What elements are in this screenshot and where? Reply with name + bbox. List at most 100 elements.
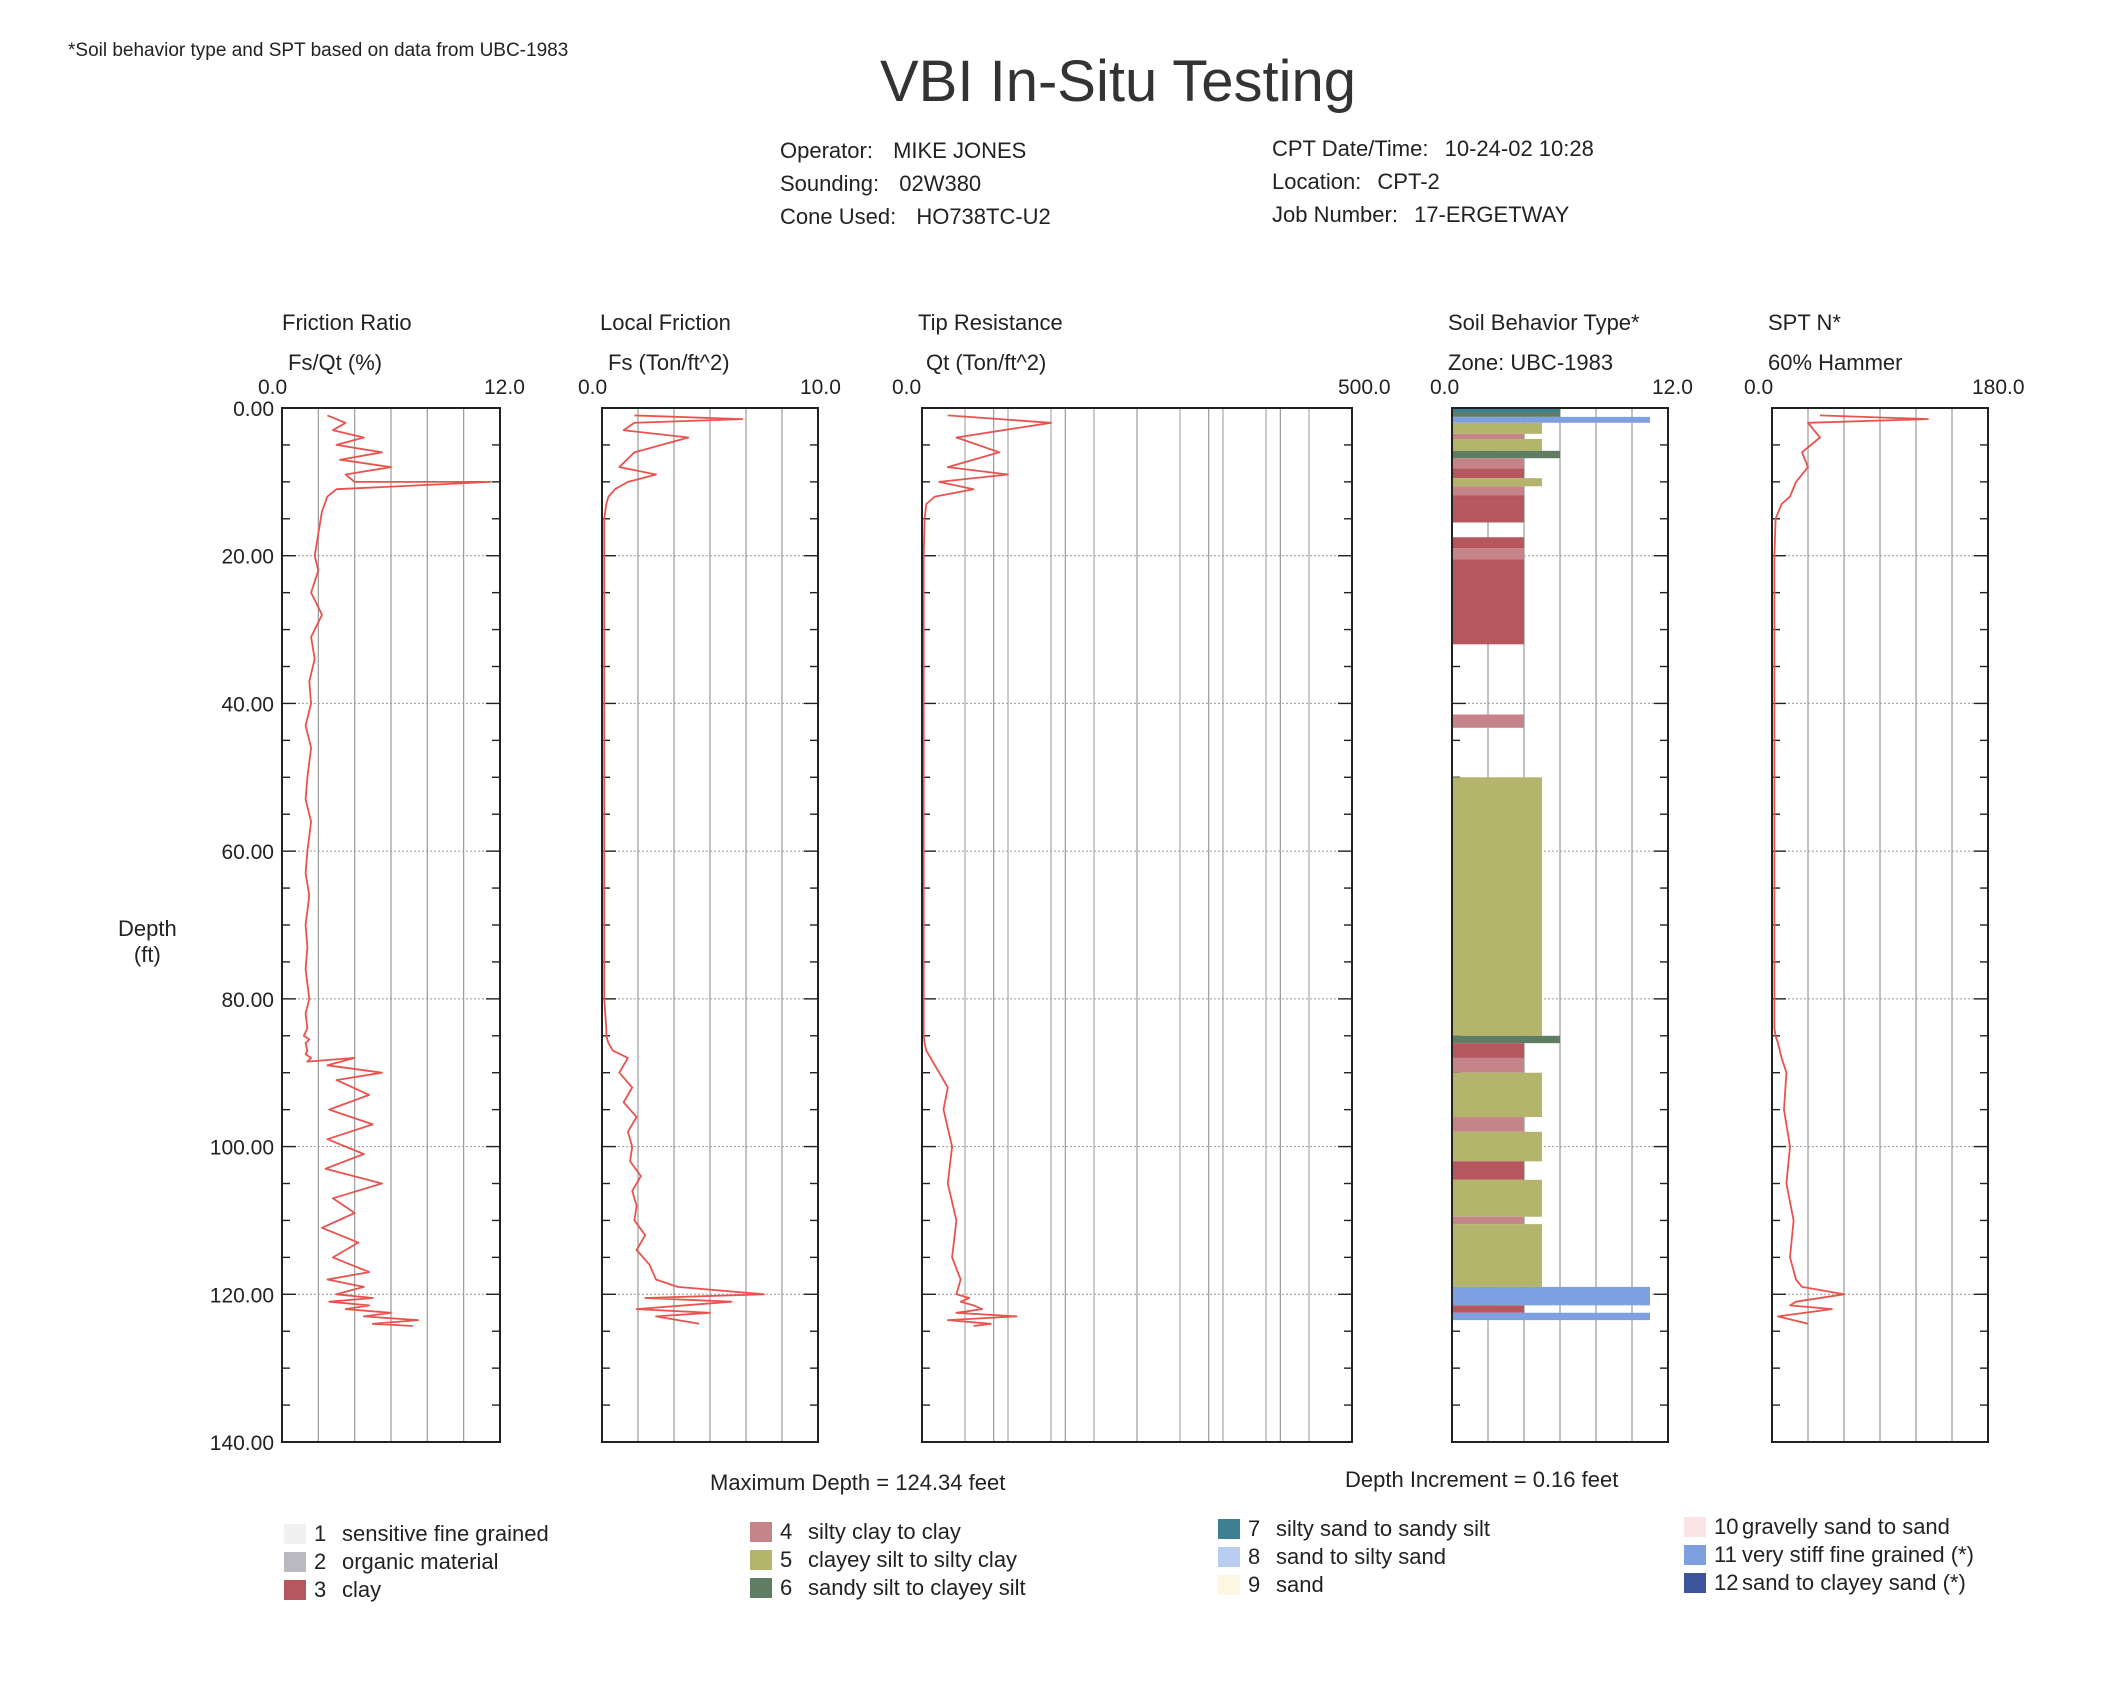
- soil-zone-bar: [1452, 408, 1560, 413]
- legend-item: 12 sand to clayey sand (*): [1684, 1570, 1966, 1596]
- soil-zone-bar: [1452, 1035, 1560, 1044]
- soil-zone-bar: [1452, 1224, 1542, 1287]
- soil-zone-bar: [1452, 478, 1542, 487]
- soil-zone-bar: [1452, 501, 1524, 523]
- datetime-label: CPT Date/Time:: [1272, 136, 1429, 161]
- legend-swatch: [284, 1552, 306, 1572]
- panel-subtitle-5: 60% Hammer: [1768, 350, 1902, 375]
- depth-tick-label: 40.00: [221, 693, 274, 716]
- soil-zone-bar: [1452, 537, 1524, 549]
- legend-label: sand to clayey sand (*): [1742, 1570, 1966, 1595]
- soil-zone-bar: [1452, 1043, 1524, 1058]
- legend-number: 2: [314, 1549, 327, 1574]
- panel-frame-4: [1451, 407, 1669, 1443]
- legend-item: 10 gravelly sand to sand: [1684, 1514, 1950, 1540]
- panel-subtitle-3: Qt (Ton/ft^2): [926, 350, 1046, 375]
- series-line-1: [302, 414, 492, 1327]
- x-tick-min-2: 0.0: [578, 376, 607, 399]
- depth-tick-label: 120.00: [210, 1284, 274, 1307]
- panel-frame-2: [601, 407, 819, 1443]
- location-value: CPT-2: [1377, 169, 1440, 194]
- operator-label: Operator:: [780, 138, 873, 163]
- x-tick-max-5: 180.0: [1972, 376, 2025, 399]
- depth-tick-label: 100.00: [210, 1137, 274, 1160]
- panel-title-4: Soil Behavior Type*: [1448, 310, 1640, 335]
- cone-label: Cone Used:: [780, 204, 897, 229]
- soil-zone-bar: [1452, 1057, 1524, 1073]
- depth-axis-label-line1: Depth: [118, 916, 177, 941]
- cone-row: Cone Used: HO738TC-U2: [780, 204, 1051, 230]
- legend-item: 7 silty sand to sandy silt: [1218, 1516, 1490, 1542]
- soil-zone-bar: [1452, 1216, 1524, 1225]
- legend-label: organic material: [342, 1549, 499, 1574]
- soil-zone-bar: [1452, 1312, 1650, 1321]
- operator-row: Operator: MIKE JONES: [780, 138, 1026, 164]
- soil-zone-bar: [1452, 422, 1542, 434]
- legend-label: silty sand to sandy silt: [1276, 1516, 1490, 1541]
- series-line-3: [922, 414, 1052, 1327]
- legend-item: 6 sandy silt to clayey silt: [750, 1575, 1026, 1601]
- legend-swatch: [1684, 1517, 1706, 1537]
- legend-number: 4: [780, 1519, 793, 1544]
- panel-frame-5: [1771, 407, 1989, 1443]
- panel-title-5: SPT N*: [1768, 310, 1841, 335]
- legend-number: 5: [780, 1547, 793, 1572]
- soil-zone-bar: [1452, 714, 1524, 728]
- x-tick-min-1: 0.0: [258, 376, 287, 399]
- legend-label: clayey silt to silty clay: [808, 1547, 1018, 1572]
- panel-title-2: Local Friction: [600, 310, 731, 335]
- datetime-value: 10-24-02 10:28: [1444, 136, 1594, 161]
- x-tick-min-5: 0.0: [1744, 376, 1773, 399]
- soil-zone-bar: [1452, 495, 1524, 502]
- legend-label: sandy silt to clayey silt: [808, 1575, 1026, 1600]
- job-row: Job Number: 17-ERGETWAY: [1272, 202, 1569, 228]
- datetime-row: CPT Date/Time: 10-24-02 10:28: [1272, 136, 1594, 162]
- legend-item: 9 sand: [1218, 1572, 1324, 1598]
- legend-number: 8: [1248, 1544, 1261, 1569]
- legend-number: 9: [1248, 1572, 1261, 1597]
- panel-title-1: Friction Ratio: [282, 310, 412, 335]
- series-line-5: [1773, 414, 1929, 1325]
- depth-tick-label: 0.00: [233, 398, 274, 421]
- legend-swatch: [750, 1522, 772, 1542]
- panel-subtitle-1: Fs/Qt (%): [288, 350, 382, 375]
- legend-number: 6: [780, 1575, 793, 1600]
- soil-zone-bar: [1452, 548, 1524, 560]
- soil-zone-bar: [1452, 486, 1524, 496]
- legend-label: sand: [1276, 1572, 1324, 1597]
- soil-zone-bar: [1452, 416, 1650, 423]
- panel-title-3: Tip Resistance: [918, 310, 1063, 335]
- location-label: Location:: [1272, 169, 1362, 194]
- depth-tick-label: 80.00: [221, 989, 274, 1012]
- legend-swatch: [284, 1524, 306, 1544]
- legend-item: 2 organic material: [284, 1549, 499, 1575]
- job-label: Job Number:: [1272, 202, 1398, 227]
- depth-axis-label: Depth (ft): [118, 916, 177, 968]
- sounding-row: Sounding: 02W380: [780, 171, 981, 197]
- soil-zone-bar: [1452, 458, 1524, 469]
- x-tick-min-3: 0.0: [892, 376, 921, 399]
- x-tick-max-1: 12.0: [484, 376, 525, 399]
- x-tick-max-4: 12.0: [1652, 376, 1693, 399]
- soil-zone-bar: [1452, 412, 1560, 417]
- legend-swatch: [1218, 1575, 1240, 1595]
- legend-number: 11: [1714, 1542, 1737, 1567]
- soil-zone-bar: [1452, 1179, 1542, 1217]
- soil-zone-bar: [1452, 1117, 1524, 1132]
- legend-number: 12: [1714, 1570, 1739, 1595]
- legend-item: 4 silty clay to clay: [750, 1519, 961, 1545]
- legend-swatch: [750, 1578, 772, 1598]
- depth-increment-note: Depth Increment = 0.16 feet: [1345, 1467, 1619, 1492]
- soil-zone-bar: [1452, 1305, 1524, 1313]
- legend-label: sensitive fine grained: [342, 1521, 549, 1546]
- legend-number: 7: [1248, 1516, 1261, 1541]
- x-tick-min-4: 0.0: [1430, 376, 1459, 399]
- legend-swatch: [1684, 1545, 1706, 1565]
- soil-zone-bar: [1452, 433, 1524, 440]
- soil-zone-bar: [1452, 1161, 1524, 1180]
- soil-zone-bar: [1452, 468, 1524, 479]
- legend-item: 8 sand to silty sand: [1218, 1544, 1446, 1570]
- panel-frame-1: [281, 407, 501, 1443]
- legend-item: 5 clayey silt to silty clay: [750, 1547, 1017, 1573]
- legend-number: 1: [314, 1521, 327, 1546]
